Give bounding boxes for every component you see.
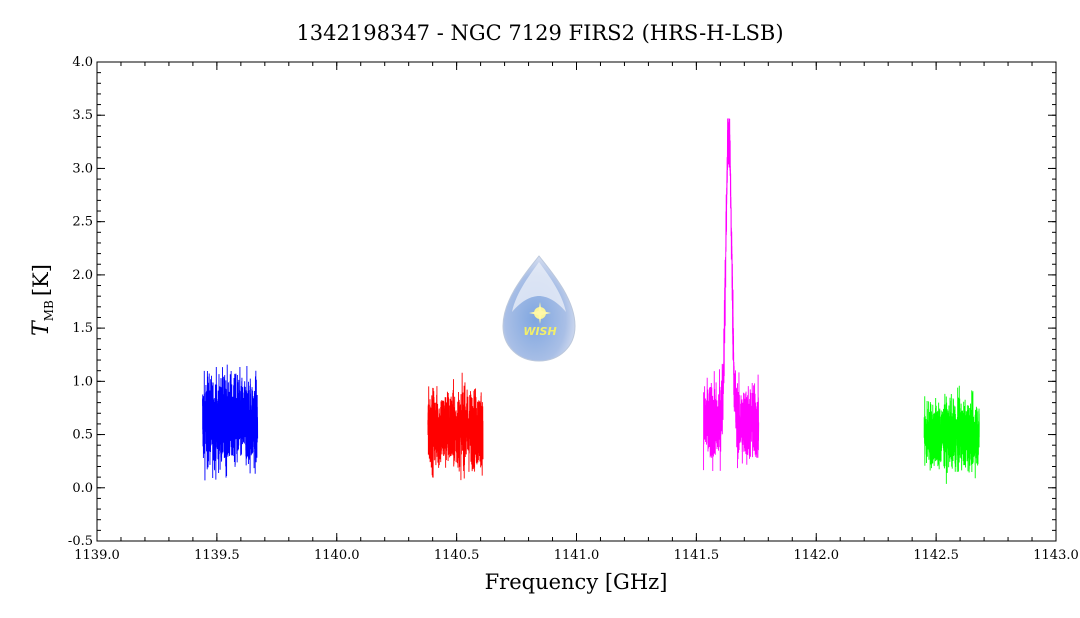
series-layer [202, 118, 980, 484]
y-axis-label-subscript: MB [42, 300, 56, 321]
x-tick-label: 1139.5 [194, 548, 240, 563]
y-axis-label-unit: [K] [29, 264, 53, 296]
x-tick-label: 1140.5 [434, 548, 480, 563]
series-1-line [202, 364, 259, 481]
y-axis-label: TMB [K] [29, 264, 56, 336]
x-tick-label: 1142.5 [913, 548, 959, 563]
y-tick-label: 0.5 [72, 428, 93, 443]
x-tick-label: 1141.0 [554, 548, 600, 563]
y-tick-label: 4.0 [72, 55, 93, 70]
wish-logo: WISH [502, 255, 576, 362]
svg-text:TMB[K]: TMB [K] [29, 264, 56, 336]
x-tick-label: 1142.0 [794, 548, 840, 563]
logo-text: WISH [523, 325, 556, 338]
x-tick-label: 1141.5 [674, 548, 720, 563]
series-3-line [703, 118, 760, 471]
y-tick-label: 2.5 [72, 215, 93, 230]
y-tick-label: 2.0 [72, 268, 93, 283]
x-axis-label: Frequency [GHz] [485, 570, 668, 594]
y-tick-label: 3.0 [72, 161, 93, 176]
series-4-line [923, 385, 980, 484]
x-axis: 1139.0 1139.5 1140.0 1140.5 1141.0 1141.5 1142… [74, 62, 1079, 563]
chart-title: 1342198347 - NGC 7129 FIRS2 (HRS-H-LSB) [296, 21, 783, 45]
y-axis-label-symbol: T [29, 319, 54, 336]
y-tick-label: 1.5 [72, 321, 93, 336]
y-tick-label: 1.0 [72, 374, 93, 389]
x-tick-label: 1139.0 [74, 548, 120, 563]
y-tick-label: -0.5 [68, 534, 93, 549]
series-2-line [427, 372, 484, 481]
y-axis: -0.5 0.0 0.5 1.0 1.5 2.0 2.5 3.0 3.5 4.0 [68, 55, 1056, 549]
y-tick-label: 3.5 [72, 108, 93, 123]
y-tick-label: 0.0 [72, 481, 93, 496]
x-tick-label: 1143.0 [1033, 548, 1079, 563]
x-tick-label: 1140.0 [314, 548, 360, 563]
plot-frame [96, 61, 1057, 542]
